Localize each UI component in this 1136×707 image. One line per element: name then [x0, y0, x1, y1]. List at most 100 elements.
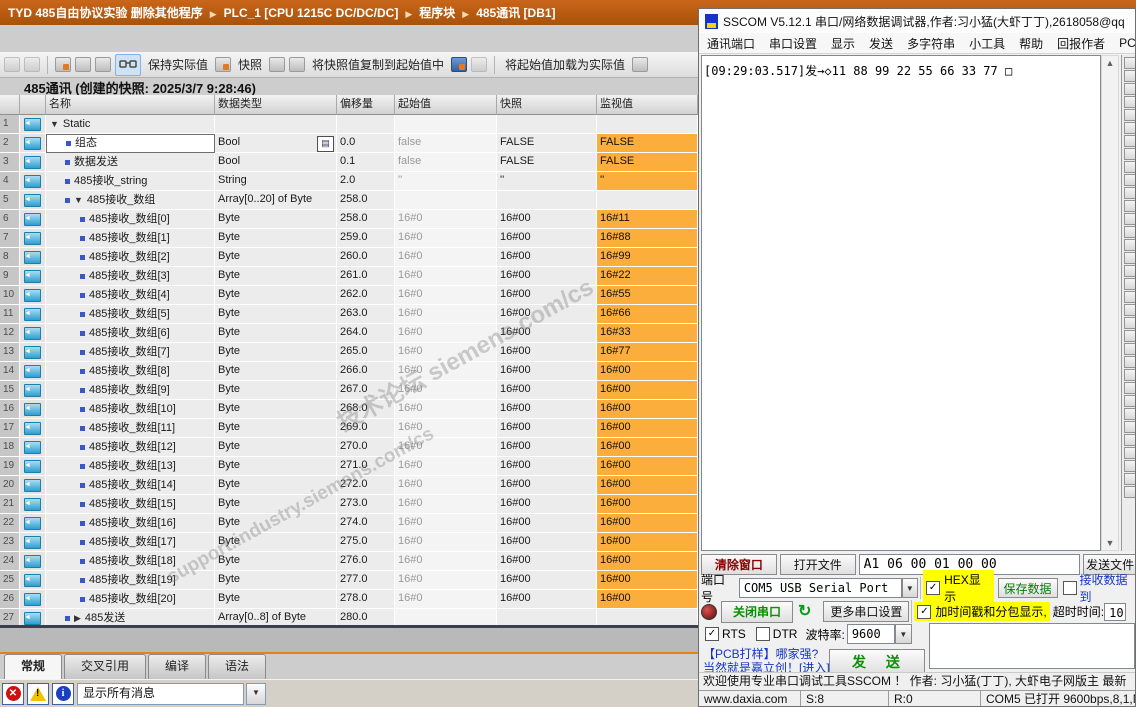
multistring-button[interactable]	[1123, 317, 1135, 329]
extra-input-area[interactable]	[929, 623, 1135, 669]
type-cell[interactable]: Byte	[215, 362, 337, 381]
name-cell[interactable]: ▼ Static	[46, 115, 215, 134]
close-port-button[interactable]: 关闭串口	[721, 600, 793, 623]
multistring-button[interactable]	[1123, 70, 1135, 82]
start-value-cell[interactable]: 16#0	[395, 514, 497, 533]
pcb-ad-line1[interactable]: 【PCB打样】哪家强?	[703, 647, 819, 661]
name-cell[interactable]: 485接收_数组[18]	[46, 552, 215, 571]
column-header[interactable]: 数据类型	[215, 95, 337, 115]
multistring-button[interactable]	[1123, 161, 1135, 173]
type-cell[interactable]: Byte	[215, 476, 337, 495]
camera-up-icon[interactable]	[269, 57, 286, 72]
load-values-icon[interactable]	[632, 57, 649, 72]
timeout-input[interactable]: 10	[1104, 602, 1127, 621]
column-header[interactable]: 名称	[46, 95, 215, 115]
sscom-titlebar[interactable]: SSCOM V5.12.1 串口/网络数据调试器,作者:习小猛(大虾丁丁),26…	[699, 9, 1135, 33]
type-cell[interactable]: Byte	[215, 495, 337, 514]
send-button[interactable]: 发 送	[829, 649, 925, 675]
name-cell[interactable]: 485接收_数组[14]	[46, 476, 215, 495]
multistring-button[interactable]	[1123, 135, 1135, 147]
name-cell[interactable]: ▶ 485发送	[46, 609, 215, 625]
multistring-button[interactable]	[1123, 460, 1135, 472]
apply-values-icon[interactable]	[75, 57, 91, 72]
collapse-icon[interactable]: ▼	[74, 194, 83, 205]
errors-filter-button[interactable]: ✕	[2, 682, 24, 705]
multistring-button[interactable]	[1123, 278, 1135, 290]
name-cell[interactable]: 485接收_数组[1]	[46, 229, 215, 248]
type-picker-button[interactable]: ▤	[317, 136, 334, 152]
collapse-icon[interactable]: ▼	[50, 118, 59, 129]
type-cell[interactable]: Byte	[215, 590, 337, 609]
copy-snapshot-button[interactable]: 将快照值复制到起始值中	[312, 58, 445, 72]
multistring-button[interactable]	[1123, 421, 1135, 433]
keep-values-icon[interactable]	[55, 57, 71, 72]
port-dropdown-button[interactable]: ▼	[901, 578, 919, 598]
start-value-cell[interactable]: 16#0	[395, 419, 497, 438]
column-header[interactable]: 快照	[497, 95, 597, 115]
start-value-cell[interactable]: 16#0	[395, 457, 497, 476]
type-cell[interactable]: Byte	[215, 286, 337, 305]
copy-to-start-icon[interactable]	[451, 57, 468, 72]
type-cell[interactable]: Array[0..8] of Byte	[215, 609, 337, 625]
menu-item[interactable]: 通讯端口	[707, 36, 756, 51]
type-cell[interactable]: Byte	[215, 533, 337, 552]
warnings-filter-button[interactable]	[27, 682, 49, 705]
save-data-button[interactable]: 保存数据	[997, 578, 1058, 598]
start-value-cell[interactable]: 16#0	[395, 590, 497, 609]
name-cell[interactable]: ▼ 485接收_数组	[46, 191, 215, 210]
start-value-cell[interactable]: false	[395, 153, 497, 172]
menu-item[interactable]: 帮助	[1019, 36, 1044, 51]
more-settings-button[interactable]: 更多串口设置	[823, 601, 910, 622]
name-cell[interactable]: 485接收_数组[9]	[46, 381, 215, 400]
scroll-up-icon[interactable]: ▲	[1105, 58, 1115, 68]
message-filter-select[interactable]: 显示所有消息	[77, 682, 244, 705]
start-value-cell[interactable]: 16#0	[395, 495, 497, 514]
rts-checkbox[interactable]: ✓ RTS	[705, 627, 746, 641]
camera-down-icon[interactable]	[289, 57, 306, 72]
name-cell[interactable]: 485接收_数组[2]	[46, 248, 215, 267]
tab-编译[interactable]: 编译	[148, 654, 207, 679]
menu-item[interactable]: 回报作者	[1057, 36, 1106, 51]
timestamp-checkbox[interactable]: ✓ 加时间戳和分包显示,	[914, 602, 1050, 621]
column-header[interactable]: 监视值	[597, 95, 698, 115]
start-value-cell[interactable]: 16#0	[395, 362, 497, 381]
multistring-button[interactable]	[1123, 356, 1135, 368]
snapshot-button[interactable]: 快照	[238, 58, 263, 72]
name-cell[interactable]: 485接收_数组[5]	[46, 305, 215, 324]
start-value-cell[interactable]: 16#0	[395, 305, 497, 324]
multistring-button[interactable]	[1123, 109, 1135, 121]
name-cell[interactable]: 485接收_string	[46, 172, 215, 191]
multistring-button[interactable]	[1123, 473, 1135, 485]
db-lock-icon[interactable]	[215, 57, 232, 72]
baud-select[interactable]: 9600	[846, 624, 895, 644]
name-cell[interactable]: 485接收_数组[12]	[46, 438, 215, 457]
type-cell[interactable]: Byte	[215, 248, 337, 267]
type-cell[interactable]: Array[0..20] of Byte	[215, 191, 337, 210]
type-cell[interactable]: Byte	[215, 552, 337, 571]
start-value-cell[interactable]: 16#0	[395, 229, 497, 248]
type-cell[interactable]: Byte	[215, 400, 337, 419]
name-cell[interactable]: 485接收_数组[16]	[46, 514, 215, 533]
multistring-button[interactable]	[1123, 486, 1135, 498]
start-value-cell[interactable]: 16#0	[395, 248, 497, 267]
open-file-button[interactable]: 打开文件	[779, 553, 856, 575]
start-value-cell[interactable]: 16#0	[395, 210, 497, 229]
multistring-button[interactable]	[1123, 395, 1135, 407]
multistring-button[interactable]	[1123, 148, 1135, 160]
menu-item[interactable]: 串口设置	[769, 36, 818, 51]
breadcrumb-item[interactable]: 程序块	[419, 6, 456, 20]
dtr-checkbox[interactable]: DTR	[755, 627, 797, 641]
expand-icon[interactable]: ▶	[74, 612, 81, 623]
